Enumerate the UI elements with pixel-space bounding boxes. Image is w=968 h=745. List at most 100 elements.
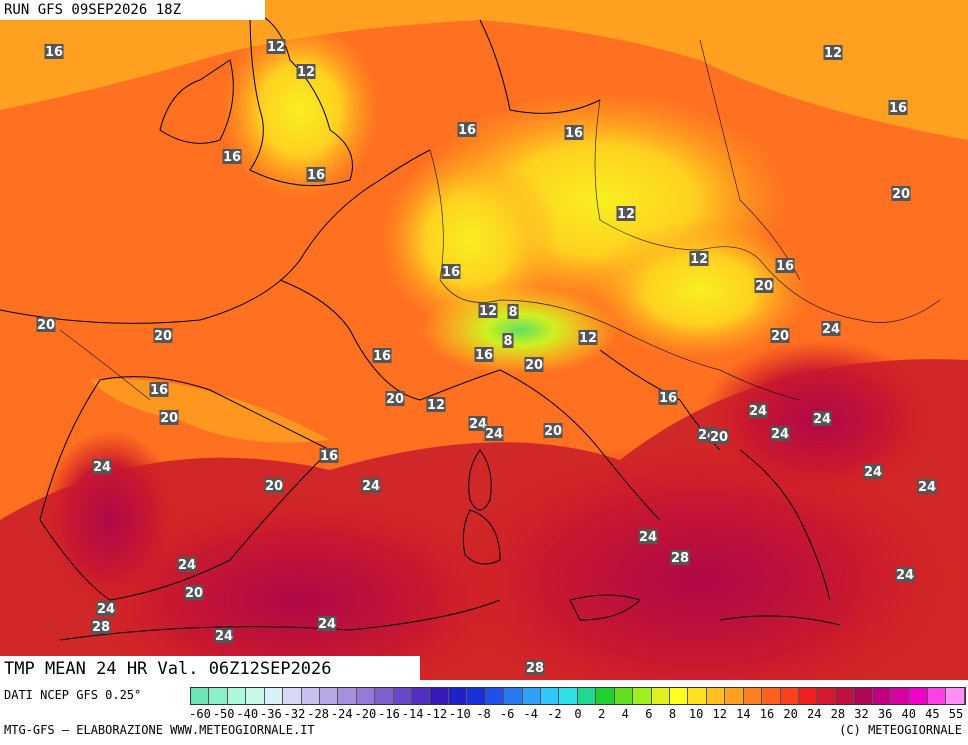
color-scale-tick: 40	[901, 707, 916, 721]
contour-label: 20	[153, 328, 173, 344]
contour-label: 24	[214, 628, 234, 644]
color-scale-tick: -20	[354, 707, 377, 721]
contour-label: 16	[775, 258, 795, 274]
svg-text:24: 24	[749, 404, 767, 419]
svg-text:24: 24	[485, 427, 503, 442]
svg-text:20: 20	[710, 430, 728, 445]
contour-label: 16	[474, 347, 494, 363]
svg-text:16: 16	[776, 259, 794, 274]
contour-label: 16	[658, 390, 678, 406]
svg-text:24: 24	[93, 460, 111, 475]
svg-text:20: 20	[771, 329, 789, 344]
credit-label: MTG-GFS – ELABORAZIONE WWW.METEOGIORNALE…	[4, 723, 315, 737]
svg-text:24: 24	[822, 322, 840, 337]
svg-text:24: 24	[469, 417, 487, 432]
color-scale-tick: -8	[476, 707, 491, 721]
color-scale-swatch	[725, 688, 744, 704]
contour-label: 8	[502, 333, 514, 349]
color-scale-swatch	[835, 688, 855, 704]
color-scale-swatch	[577, 688, 597, 704]
svg-text:12: 12	[297, 65, 315, 80]
color-scale-tick: -4	[523, 707, 538, 721]
contour-label: 20	[524, 357, 544, 373]
svg-text:20: 20	[160, 411, 178, 426]
color-scale-swatch	[209, 688, 228, 704]
color-scale-tick: 16	[759, 707, 775, 721]
svg-text:12: 12	[824, 46, 842, 61]
color-scale-tick: -16	[378, 707, 400, 721]
svg-text:20: 20	[525, 358, 543, 373]
color-scale-swatch	[891, 688, 910, 704]
svg-text:16: 16	[458, 123, 476, 138]
color-scale-bar	[190, 687, 966, 705]
color-scale-tick: 28	[830, 707, 846, 721]
svg-text:24: 24	[178, 558, 196, 573]
svg-text:12: 12	[579, 331, 597, 346]
color-scale-swatch	[283, 688, 302, 704]
color-scale-swatch	[688, 688, 707, 704]
svg-text:16: 16	[320, 449, 338, 464]
svg-text:16: 16	[45, 45, 63, 60]
contour-label: 12	[689, 251, 709, 267]
svg-text:8: 8	[503, 334, 512, 349]
svg-text:16: 16	[889, 101, 907, 116]
color-scale-swatch	[448, 688, 468, 704]
color-scale-swatch	[854, 688, 873, 704]
svg-text:16: 16	[373, 349, 391, 364]
color-scale-swatch	[872, 688, 892, 704]
svg-text:12: 12	[267, 40, 285, 55]
contour-label: 24	[361, 478, 381, 494]
contour-label: 24	[317, 616, 337, 632]
svg-text:16: 16	[475, 348, 493, 363]
copyright-label: (C) METEOGIORNALE	[839, 723, 962, 737]
color-scale-swatch	[780, 688, 799, 704]
color-scale-tick: 10	[688, 707, 704, 721]
contour-label: 28	[91, 619, 111, 635]
color-scale-tick: -10	[449, 707, 471, 721]
color-scale-swatch	[264, 688, 284, 704]
color-scale-tick: 45	[925, 707, 940, 721]
color-scale-swatch	[669, 688, 689, 704]
contour-label: 20	[36, 317, 56, 333]
svg-text:24: 24	[639, 530, 657, 545]
color-scale-tick: 0	[574, 707, 582, 721]
color-scale-swatch	[375, 688, 394, 704]
svg-text:24: 24	[97, 602, 115, 617]
color-scale-swatch	[743, 688, 763, 704]
contour-label: 20	[770, 328, 790, 344]
svg-text:24: 24	[896, 568, 914, 583]
svg-text:20: 20	[154, 329, 172, 344]
run-label: RUN GFS 09SEP2026 18Z	[0, 0, 265, 20]
color-scale-swatch	[412, 688, 431, 704]
contour-label: 24	[96, 601, 116, 617]
contour-label: 24	[468, 416, 488, 432]
svg-text:20: 20	[37, 318, 55, 333]
contour-label: 24	[895, 567, 915, 583]
color-scale-swatch	[633, 688, 652, 704]
color-scale-tick: 24	[807, 707, 822, 721]
contour-label: 16	[888, 100, 908, 116]
svg-text:16: 16	[150, 383, 168, 398]
contour-label: 16	[564, 125, 584, 141]
color-scale-swatch	[430, 688, 449, 704]
svg-text:28: 28	[526, 661, 544, 676]
svg-text:16: 16	[565, 126, 583, 141]
svg-text:20: 20	[265, 479, 283, 494]
svg-text:20: 20	[892, 187, 910, 202]
contour-label: 24	[812, 411, 832, 427]
color-scale-tick: -6	[499, 707, 515, 721]
contour-label: 12	[266, 39, 286, 55]
svg-text:20: 20	[386, 392, 404, 407]
svg-text:16: 16	[307, 168, 325, 183]
contour-label: 20	[264, 478, 284, 494]
svg-text:24: 24	[318, 617, 336, 632]
contour-label: 12	[823, 45, 843, 61]
contour-label: 24	[863, 464, 883, 480]
svg-text:28: 28	[92, 620, 110, 635]
contour-label: 16	[149, 382, 169, 398]
color-scale-swatch	[927, 688, 947, 704]
svg-text:24: 24	[215, 629, 233, 644]
contour-label: 16	[306, 167, 326, 183]
color-scale-ticks: -60 -50 -40 -36 -32 -28 -24 -20 -16 -14 -12 -10 -8 -6…	[189, 707, 966, 721]
